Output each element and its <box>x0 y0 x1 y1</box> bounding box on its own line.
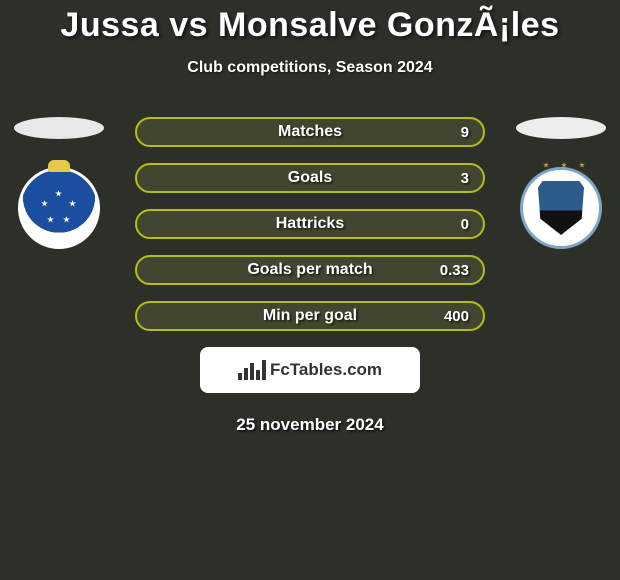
left-club-column <box>14 117 104 249</box>
player-silhouette-left <box>14 117 104 139</box>
page-title: Jussa vs Monsalve GonzÃ¡les <box>0 0 620 45</box>
attribution-badge: FcTables.com <box>200 347 420 393</box>
stats-area: Matches 9 Goals 3 Hattricks 0 Goals per … <box>0 117 620 331</box>
stat-label: Min per goal <box>263 307 357 325</box>
stat-label: Goals <box>288 169 332 187</box>
date-label: 25 november 2024 <box>0 415 620 435</box>
player-silhouette-right <box>516 117 606 139</box>
stat-value: 9 <box>461 124 469 141</box>
left-club-crest-icon <box>18 167 100 249</box>
stat-value: 0 <box>461 216 469 233</box>
bar-chart-icon <box>238 360 266 380</box>
stat-label: Goals per match <box>247 261 372 279</box>
right-club-column <box>516 117 606 249</box>
stat-value: 0.33 <box>440 262 469 279</box>
crest-stars-icon <box>37 188 81 232</box>
stat-value: 3 <box>461 170 469 187</box>
right-club-crest-icon <box>520 167 602 249</box>
stat-label: Hattricks <box>276 215 344 233</box>
stat-label: Matches <box>278 123 342 141</box>
stat-value: 400 <box>444 308 469 325</box>
subtitle: Club competitions, Season 2024 <box>0 59 620 77</box>
stat-row-matches: Matches 9 <box>135 117 485 147</box>
stat-row-goals-per-match: Goals per match 0.33 <box>135 255 485 285</box>
stat-row-goals: Goals 3 <box>135 163 485 193</box>
stat-row-min-per-goal: Min per goal 400 <box>135 301 485 331</box>
attribution-text: FcTables.com <box>270 360 382 380</box>
stat-row-hattricks: Hattricks 0 <box>135 209 485 239</box>
